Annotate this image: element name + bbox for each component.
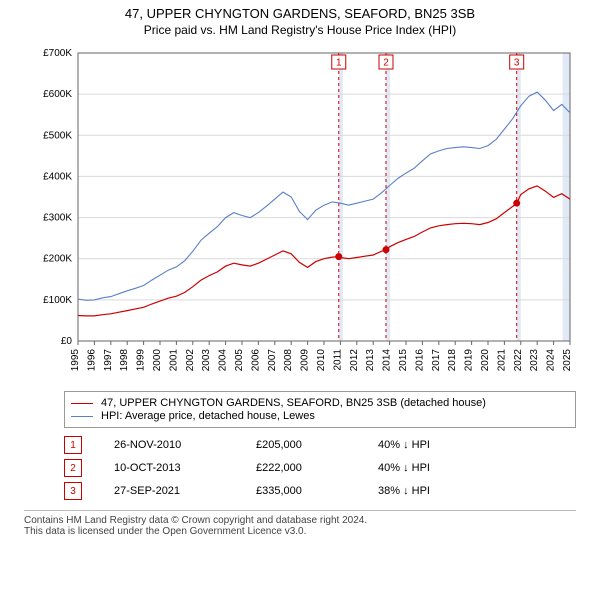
svg-text:2024: 2024 [546,349,557,372]
footer: Contains HM Land Registry data © Crown c… [24,510,576,537]
svg-text:3: 3 [514,58,520,69]
svg-text:2015: 2015 [398,349,409,372]
price-chart: £0 £100K £200K £300K £400K £500K £600K £700K 199… [20,45,580,385]
svg-text:2000: 2000 [152,349,163,372]
svg-text:£400K: £400K [43,171,72,182]
svg-text:2012: 2012 [349,349,360,372]
sale-price: £335,000 [256,485,346,497]
svg-text:£500K: £500K [43,130,72,141]
svg-text:£300K: £300K [43,213,72,224]
svg-text:2003: 2003 [201,349,212,372]
svg-text:2005: 2005 [234,349,245,372]
legend-swatch [71,416,93,417]
sale-badge: 3 [64,482,82,500]
svg-text:1: 1 [336,58,342,69]
svg-text:2008: 2008 [283,349,294,372]
svg-text:2021: 2021 [496,349,507,372]
svg-text:2002: 2002 [185,349,196,372]
svg-text:1995: 1995 [70,349,81,372]
svg-text:£0: £0 [61,336,73,347]
legend-row: 47, UPPER CHYNGTON GARDENS, SEAFORD, BN2… [71,397,569,409]
svg-text:2022: 2022 [513,349,524,372]
svg-text:2004: 2004 [218,349,229,372]
page-title: 47, UPPER CHYNGTON GARDENS, SEAFORD, BN2… [4,6,596,21]
sale-price: £205,000 [256,439,346,451]
sale-date: 10-OCT-2013 [114,462,224,474]
legend-label: HPI: Average price, detached house, Lewe… [101,410,315,422]
legend-row: HPI: Average price, detached house, Lewe… [71,410,569,422]
sale-delta: 40% ↓ HPI [378,462,430,474]
sale-date: 26-NOV-2010 [114,439,224,451]
svg-text:2018: 2018 [447,349,458,372]
svg-text:2023: 2023 [529,349,540,372]
sale-row: 2 10-OCT-2013 £222,000 40% ↓ HPI [64,459,576,477]
svg-text:2011: 2011 [332,349,343,371]
sale-delta: 40% ↓ HPI [378,439,430,451]
sale-price: £222,000 [256,462,346,474]
svg-text:2: 2 [383,58,389,69]
page-subtitle: Price paid vs. HM Land Registry's House … [4,23,596,37]
sale-row: 1 26-NOV-2010 £205,000 40% ↓ HPI [64,436,576,454]
svg-text:2007: 2007 [267,349,278,372]
legend-label: 47, UPPER CHYNGTON GARDENS, SEAFORD, BN2… [101,397,486,409]
svg-text:2009: 2009 [300,349,311,372]
chart-svg: £0 £100K £200K £300K £400K £500K £600K £700K 199… [20,45,580,385]
svg-text:2006: 2006 [250,349,261,372]
svg-text:2014: 2014 [382,349,393,372]
svg-text:1999: 1999 [136,349,147,372]
legend: 47, UPPER CHYNGTON GARDENS, SEAFORD, BN2… [64,391,576,428]
svg-text:1996: 1996 [86,349,97,372]
sale-badge: 2 [64,459,82,477]
svg-text:2010: 2010 [316,349,327,372]
svg-text:2001: 2001 [168,349,179,372]
sales-table: 1 26-NOV-2010 £205,000 40% ↓ HPI 2 10-OCT-201… [64,436,576,500]
svg-text:2017: 2017 [431,349,442,372]
sale-row: 3 27-SEP-2021 £335,000 38% ↓ HPI [64,482,576,500]
footer-line-2: This data is licensed under the Open Gov… [24,526,576,537]
svg-text:£700K: £700K [43,48,72,59]
svg-text:£100K: £100K [43,295,72,306]
legend-swatch [71,403,93,404]
footer-line-1: Contains HM Land Registry data © Crown c… [24,515,576,526]
svg-text:£200K: £200K [43,254,72,265]
svg-text:2019: 2019 [464,349,475,372]
svg-text:2025: 2025 [562,349,573,372]
svg-text:2016: 2016 [414,349,425,372]
svg-text:2020: 2020 [480,349,491,372]
sale-date: 27-SEP-2021 [114,485,224,497]
svg-text:£600K: £600K [43,89,72,100]
sale-delta: 38% ↓ HPI [378,485,430,497]
svg-text:1997: 1997 [103,349,114,372]
svg-text:2013: 2013 [365,349,376,372]
sale-badge: 1 [64,436,82,454]
svg-text:1998: 1998 [119,349,130,372]
